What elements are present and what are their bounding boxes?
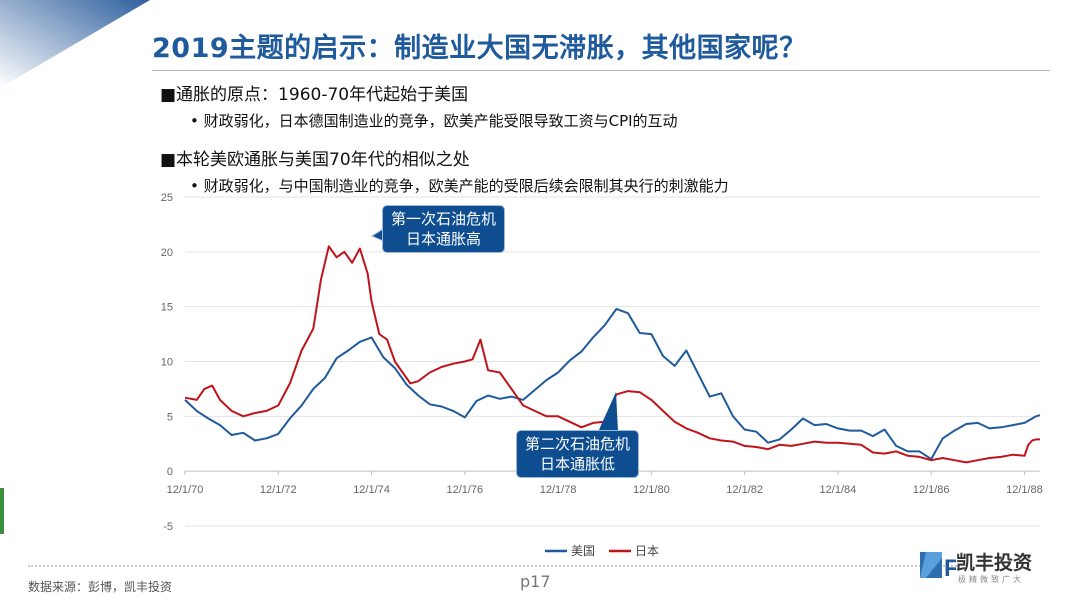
y-tick-label: 20	[161, 247, 173, 259]
logo-tagline: 极精微致广大	[958, 575, 1024, 584]
chart-legend: 美国 日本	[545, 544, 659, 558]
logo-name: 凯丰投资	[956, 552, 1033, 574]
x-tick-label: 12/1/74	[353, 484, 390, 496]
bullet-1: ■通胀的原点：1960-70年代起始于美国	[160, 85, 469, 105]
sub-bullet-2: • 财政弱化，与中国制造业的竞争，欧美产能的受限后续会限制其央行的刺激能力	[190, 177, 729, 195]
x-tick-label: 12/1/86	[913, 484, 950, 496]
company-logo: F 凯丰投资 极精微致广大	[920, 548, 1060, 588]
x-tick-label: 12/1/88	[1006, 484, 1043, 496]
page-number: p17	[520, 572, 551, 591]
chart-lines	[184, 245, 1041, 464]
legend-label: 美国	[571, 544, 595, 558]
x-tick-label: 12/1/70	[167, 484, 204, 496]
legend-label: 日本	[635, 544, 659, 558]
data-source: 数据来源：彭博，凯丰投资	[28, 580, 173, 594]
logo-mark-letter: F	[944, 555, 956, 582]
side-tab	[0, 488, 4, 534]
callout-second-oil-crisis: 第二次石油危机 日本通胀低	[516, 430, 640, 478]
callout-first-line1: 第一次石油危机	[391, 210, 497, 228]
x-tick-label: 12/1/72	[260, 484, 297, 496]
x-tick-label: 12/1/82	[726, 484, 763, 496]
x-tick-label: 12/1/84	[820, 484, 857, 496]
x-tick-label: 12/1/78	[540, 484, 577, 496]
page-title: 2019主题的启示：制造业大国无滞胀，其他国家呢？	[152, 33, 807, 64]
callout-pointers	[370, 225, 618, 432]
callout-first-oil-crisis: 第一次石油危机 日本通胀高	[382, 205, 506, 253]
series-line-us	[184, 307, 1041, 461]
callout-first-line2: 日本通胀高	[406, 230, 482, 248]
sub-bullet-1: • 财政弱化，日本德国制造业的竞争，欧美产能受限导致工资与CPI的互动	[190, 112, 678, 130]
y-tick-label: 5	[167, 411, 173, 423]
series-line-japan	[184, 245, 1040, 464]
footer-divider	[28, 565, 960, 567]
x-tick-label: 12/1/80	[633, 484, 670, 496]
y-tick-label: 10	[161, 357, 173, 369]
callout-second-pointer	[598, 392, 618, 432]
y-axis: -5 0 5 10 15 20 25	[161, 192, 173, 533]
title-divider	[152, 70, 1050, 71]
y-tick-label: 0	[167, 466, 173, 478]
bullet-2: ■本轮美欧通胀与美国70年代的相似之处	[160, 150, 470, 170]
y-tick-label: -5	[163, 521, 173, 533]
y-tick-label: 15	[161, 302, 173, 314]
callout-second-line2: 日本通胀低	[540, 455, 616, 473]
logo-mark-icon: F	[920, 552, 959, 582]
corner-decoration	[0, 0, 150, 88]
y-tick-label: 25	[161, 192, 173, 204]
x-axis: 12/1/70 12/1/72 12/1/74 12/1/76 12/1/78 12/1/…	[167, 471, 1043, 496]
x-tick-label: 12/1/76	[446, 484, 483, 496]
callout-second-line1: 第二次石油危机	[525, 435, 631, 453]
